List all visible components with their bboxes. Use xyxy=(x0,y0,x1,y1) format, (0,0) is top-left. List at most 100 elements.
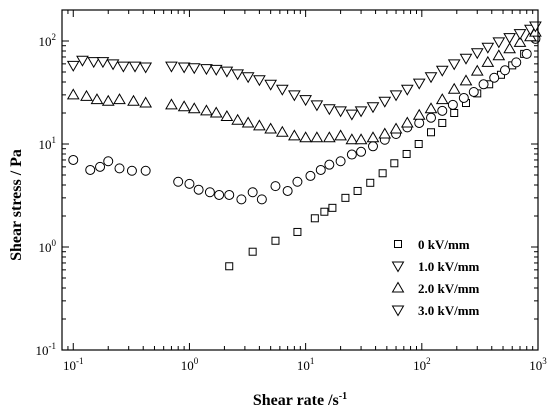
x-tick-label: 101 xyxy=(297,356,315,373)
data-point xyxy=(225,262,234,271)
data-point xyxy=(513,35,527,47)
data-point xyxy=(220,109,234,121)
data-point xyxy=(288,90,301,102)
data-point xyxy=(209,64,223,76)
data-point xyxy=(345,133,359,145)
series-2 xyxy=(66,25,542,145)
data-point xyxy=(90,93,104,105)
data-point xyxy=(220,66,234,78)
data-point xyxy=(354,106,368,118)
data-point xyxy=(231,69,245,81)
data-point xyxy=(400,116,414,128)
data-point xyxy=(346,149,357,160)
data-point xyxy=(356,146,367,157)
data-point xyxy=(95,161,106,172)
series-0 xyxy=(225,32,540,271)
x-axis-title-exponent: -1 xyxy=(339,391,347,402)
data-point xyxy=(293,227,302,236)
data-point xyxy=(114,163,125,174)
legend-marker xyxy=(391,281,405,293)
data-point xyxy=(414,117,425,128)
y-tick-label: 102 xyxy=(39,32,57,49)
data-point xyxy=(334,129,347,141)
data-point xyxy=(324,159,335,170)
data-point xyxy=(424,102,438,114)
data-point xyxy=(435,93,449,105)
data-point xyxy=(165,61,178,73)
y-tick-label: 100 xyxy=(39,238,57,255)
data-point xyxy=(264,122,278,134)
data-point xyxy=(96,57,110,69)
data-point xyxy=(140,165,151,176)
legend-label: 3.0 kV/mm xyxy=(418,303,480,318)
data-point xyxy=(103,156,114,167)
data-point xyxy=(204,187,215,198)
series-3 xyxy=(66,21,542,121)
legend-label: 0 kV/mm xyxy=(418,237,470,252)
data-marks xyxy=(66,21,542,271)
data-point xyxy=(299,95,312,107)
data-point xyxy=(231,113,245,125)
data-point xyxy=(450,108,459,117)
data-point xyxy=(126,165,137,176)
data-point xyxy=(489,72,500,83)
data-point xyxy=(292,176,303,187)
x-tick-label: 10-1 xyxy=(63,356,84,373)
data-point xyxy=(366,102,380,114)
data-point xyxy=(412,108,426,120)
data-point xyxy=(282,185,293,196)
data-point xyxy=(200,64,213,76)
data-point xyxy=(253,119,266,131)
data-point xyxy=(187,102,201,114)
data-point xyxy=(165,98,178,110)
data-point xyxy=(264,79,278,91)
data-point xyxy=(214,189,225,200)
data-point xyxy=(275,84,289,96)
data-point xyxy=(177,100,191,112)
legend-marker xyxy=(394,240,402,248)
legend-marker xyxy=(391,305,405,317)
data-point xyxy=(187,63,201,75)
data-point xyxy=(513,29,527,41)
data-point xyxy=(481,55,495,67)
data-point xyxy=(424,72,438,84)
data-point xyxy=(315,164,326,175)
data-point xyxy=(521,48,532,59)
data-point xyxy=(478,79,489,90)
data-point xyxy=(412,78,426,90)
data-point xyxy=(127,94,140,106)
data-point xyxy=(106,59,120,71)
data-point xyxy=(68,154,79,165)
data-point xyxy=(366,178,375,187)
data-point xyxy=(503,42,517,54)
data-point xyxy=(322,131,336,143)
data-point xyxy=(117,61,130,73)
y-tick-label: 101 xyxy=(39,135,57,152)
data-point xyxy=(275,125,289,137)
data-point xyxy=(459,53,473,65)
data-point xyxy=(248,247,257,256)
series-1 xyxy=(68,33,541,205)
data-point xyxy=(341,193,350,202)
data-point xyxy=(247,187,258,198)
data-point xyxy=(447,99,458,110)
data-point xyxy=(378,127,392,139)
data-point xyxy=(378,169,387,178)
data-point xyxy=(437,105,448,116)
data-point xyxy=(80,89,93,101)
legend-label: 1.0 kV/mm xyxy=(418,259,480,274)
data-point xyxy=(128,61,142,73)
data-point xyxy=(305,170,316,181)
y-tick-label: 10-1 xyxy=(36,341,57,358)
legend-marker xyxy=(391,261,405,273)
data-point xyxy=(270,181,281,192)
data-point xyxy=(481,42,495,54)
data-point xyxy=(400,84,414,96)
data-point xyxy=(470,64,484,76)
data-point xyxy=(438,118,447,127)
data-point xyxy=(241,116,255,128)
data-point xyxy=(200,104,213,116)
legend-label: 2.0 kV/mm xyxy=(418,281,480,296)
